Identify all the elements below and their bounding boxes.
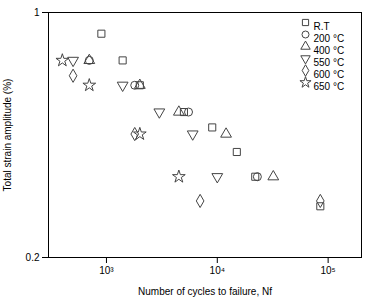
svg-text:550 °C: 550 °C	[314, 57, 345, 68]
svg-text:R.T: R.T	[314, 21, 330, 32]
svg-text:Number of cycles to failure, N: Number of cycles to failure, Nf	[138, 286, 272, 297]
svg-text:650 °C: 650 °C	[314, 81, 345, 92]
svg-text:Total strain amplitude (%): Total strain amplitude (%)	[2, 79, 13, 192]
svg-text:200 °C: 200 °C	[314, 33, 345, 44]
svg-text:0.2: 0.2	[26, 252, 40, 263]
svg-text:10⁵: 10⁵	[320, 265, 335, 276]
svg-text:400 °C: 400 °C	[314, 45, 345, 56]
svg-text:600 °C: 600 °C	[314, 69, 345, 80]
svg-text:10⁴: 10⁴	[210, 265, 225, 276]
svg-text:1: 1	[34, 7, 40, 18]
svg-text:10³: 10³	[99, 265, 114, 276]
